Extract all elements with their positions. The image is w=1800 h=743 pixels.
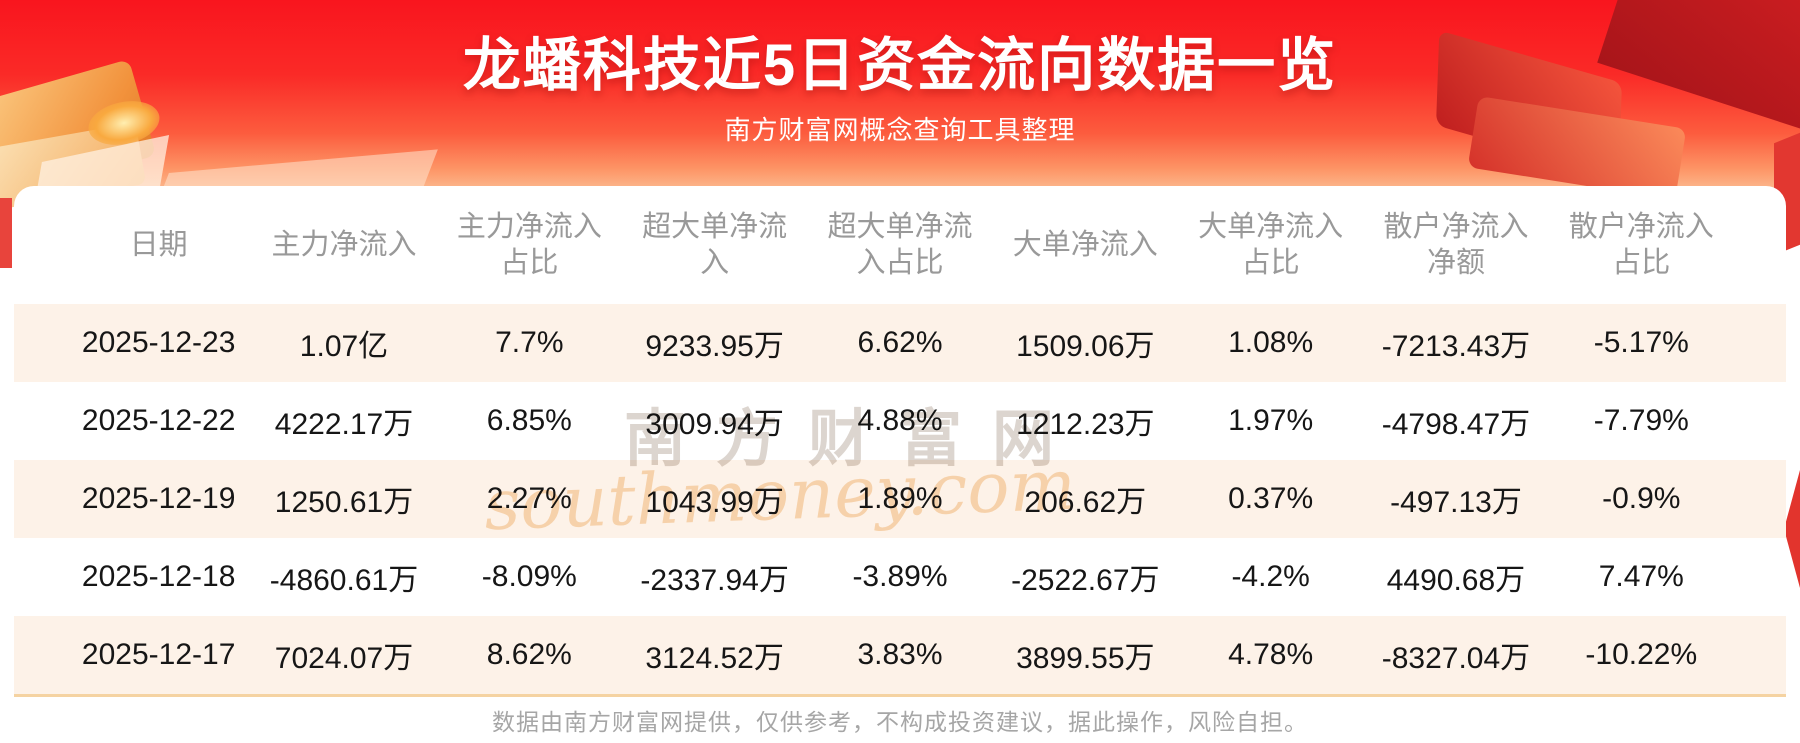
table-cell: 1.08% [1228, 326, 1314, 359]
table-cell: -3.89% [852, 560, 948, 593]
column-header-line: 占比 [1612, 247, 1671, 279]
column-header: 散户净流入 净额 [1363, 209, 1548, 282]
table-cell: 2025-12-17 [81, 638, 236, 671]
table-cell: -7.79% [1593, 404, 1689, 437]
column-header-line: 入 [700, 247, 730, 279]
table-cell: -497.13万 [1390, 486, 1522, 519]
table-cell: 6.85% [486, 404, 572, 437]
table-cell: -8.09% [481, 560, 577, 593]
column-header-line: 散户净流入 [1383, 210, 1529, 243]
column-header-line: 主力净流入 [456, 210, 602, 243]
table-cell: 0.37% [1228, 482, 1314, 515]
column-header: 大单净流入 占比 [1178, 209, 1363, 282]
table-body: 2025-12-23 1.07亿 7.7% 9233.95万 6.62% 1509.06万… [14, 304, 1786, 694]
table-row: 2025-12-23 1.07亿 7.7% 9233.95万 6.62% 1509.06万… [14, 304, 1786, 382]
column-header-line: 日期 [129, 228, 188, 261]
column-header-line: 主力净流入 [271, 228, 417, 261]
table-cell: 3.83% [857, 638, 943, 671]
table-cell: 1043.99万 [645, 486, 784, 519]
table-cell: 9233.95万 [645, 330, 784, 363]
table-cell: -8327.04万 [1381, 642, 1531, 675]
table-cell: -5.17% [1593, 326, 1689, 359]
table-cell: 1250.61万 [274, 486, 414, 519]
table-cell: 1.07亿 [299, 330, 389, 363]
table-cell: 3124.52万 [645, 642, 784, 675]
table-cell: 4222.17万 [274, 408, 414, 441]
table-cell: -4860.61万 [269, 564, 419, 597]
table-cell: 1509.06万 [1016, 330, 1155, 363]
column-header-line: 超大单净流 [642, 210, 788, 243]
page-title: 龙蟠科技近5日资金流向数据一览 [462, 33, 1338, 98]
page-subtitle: 南方财富网概念查询工具整理 [724, 115, 1076, 145]
column-header-line: 净额 [1426, 247, 1485, 279]
column-header-line: 散户净流入 [1568, 210, 1714, 243]
table-cell: 8.62% [486, 638, 572, 671]
table-cell: 7024.07万 [274, 642, 414, 675]
table-cell: 7.7% [495, 326, 564, 359]
column-header: 超大单净流入 [622, 209, 807, 282]
table-cell: 4.78% [1228, 638, 1314, 671]
table-cell: -0.9% [1602, 482, 1681, 515]
disclaimer-text: 数据由南方财富网提供，仅供参考，不构成投资建议，据此操作，风险自担。 [492, 709, 1308, 735]
table-cell: 6.62% [857, 326, 943, 359]
table-cell: -2337.94万 [640, 564, 789, 597]
column-header: 主力净流入 占比 [437, 209, 622, 282]
column-header: 超大单净流 入占比 [807, 209, 992, 282]
column-header: 散户净流入 占比 [1549, 209, 1734, 282]
table-cell: 2025-12-23 [81, 326, 236, 359]
footer-bar: 数据由南方财富网提供，仅供参考，不构成投资建议，据此操作，风险自担。 [14, 694, 1786, 743]
table-row: 2025-12-18 -4860.61万 -8.09% -2337.94万 -3.89%… [14, 538, 1786, 616]
table-cell: 1212.23万 [1016, 408, 1155, 441]
table-cell: 206.62万 [1024, 486, 1147, 519]
column-header-line: 占比 [500, 247, 559, 279]
column-header: 日期 [66, 227, 251, 263]
table-cell: -7213.43万 [1381, 330, 1531, 363]
table-cell: 2025-12-18 [81, 560, 236, 593]
column-header-line: 超大单净流 [827, 210, 973, 243]
column-header: 大单净流入 [993, 227, 1178, 263]
table-cell: 2025-12-22 [81, 404, 236, 437]
column-header: 主力净流入 [251, 227, 436, 263]
table-cell: 4490.68万 [1386, 564, 1526, 597]
table-row: 2025-12-17 7024.07万 8.62% 3124.52万 3.83% 3899… [14, 616, 1786, 694]
column-header-line: 占比 [1241, 247, 1300, 279]
table-cell: 1.97% [1228, 404, 1314, 437]
header-banner [0, 0, 1800, 256]
table-header-row: 日期 主力净流入 主力净流入 占比 超大单净流入超大单净流 入占比 大单净流入 大单净流入 占比… [14, 186, 1786, 304]
left-edge-red-decoration-icon [0, 198, 12, 268]
right-edge-red-wedge-icon [1784, 470, 1800, 588]
table-cell: 3899.55万 [1016, 642, 1155, 675]
table-cell: -10.22% [1585, 638, 1698, 671]
column-header-line: 大单净流入 [1198, 210, 1344, 243]
table-row: 2025-12-19 1250.61万 2.27% 1043.99万 1.89% 206.… [14, 460, 1786, 538]
table-cell: -2522.67万 [1011, 564, 1160, 597]
table-cell: 4.88% [857, 404, 943, 437]
table-row: 2025-12-22 4222.17万 6.85% 3009.94万 4.88% 1212… [14, 382, 1786, 460]
table-cell: 3009.94万 [645, 408, 784, 441]
table-cell: -4.2% [1231, 560, 1310, 593]
data-table-card: 日期 主力净流入 主力净流入 占比 超大单净流入超大单净流 入占比 大单净流入 大单净流入 占比… [14, 186, 1786, 743]
table-cell: 1.89% [857, 482, 943, 515]
column-header-line: 大单净流入 [1012, 228, 1158, 261]
table-cell: -4798.47万 [1381, 408, 1531, 441]
table-cell: 2025-12-19 [81, 482, 236, 515]
column-header-line: 入占比 [856, 247, 944, 279]
table-cell: 7.47% [1598, 560, 1684, 593]
table-cell: 2.27% [486, 482, 572, 515]
